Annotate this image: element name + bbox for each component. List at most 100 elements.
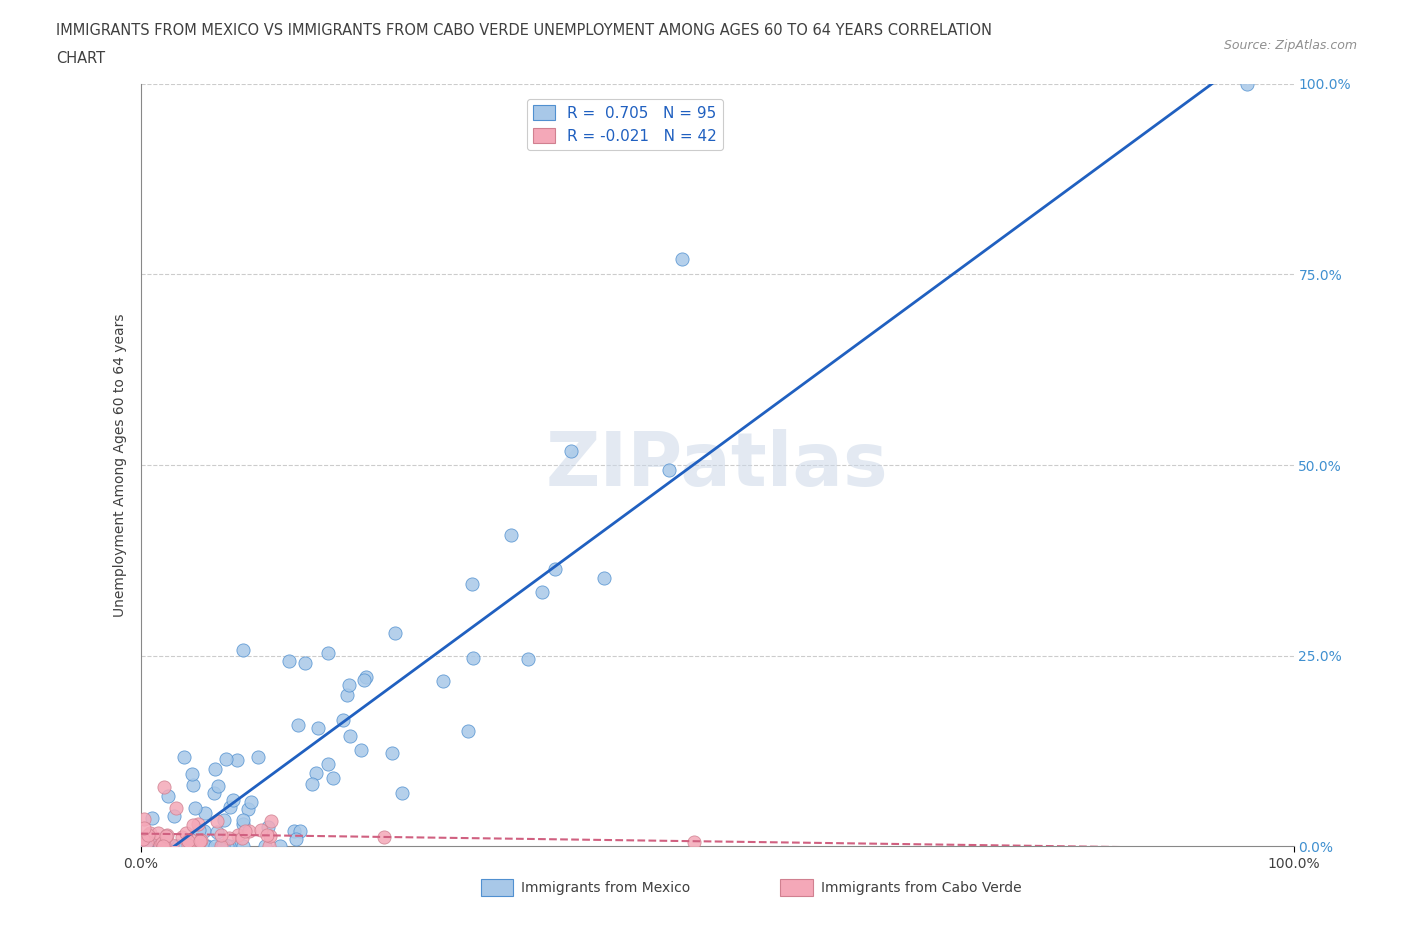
Point [135, 839, 157, 854]
Point [188, 833, 211, 848]
Point [461, 651, 484, 666]
Point [135, 839, 157, 854]
Point [461, 577, 484, 591]
Point [671, 252, 693, 267]
Point [232, 813, 254, 828]
Y-axis label: Unemployment Among Ages 60 to 64 years: Unemployment Among Ages 60 to 64 years [114, 313, 128, 617]
Point [187, 822, 209, 837]
Point [160, 838, 183, 853]
Point [316, 645, 339, 660]
Point [132, 820, 155, 835]
Point [163, 808, 186, 823]
Point [221, 792, 243, 807]
Point [207, 778, 229, 793]
Point [141, 810, 163, 825]
Point [250, 822, 273, 837]
Point [337, 678, 360, 693]
Point [150, 836, 173, 851]
Point [560, 444, 582, 458]
Point [202, 786, 225, 801]
Point [209, 839, 232, 854]
Point [236, 802, 259, 817]
Point [658, 463, 681, 478]
Point [194, 839, 217, 854]
Point [336, 687, 359, 702]
Point [187, 817, 209, 831]
Point [195, 839, 218, 854]
Point [155, 829, 177, 844]
Point [205, 824, 228, 839]
Point [143, 839, 166, 854]
Point [218, 839, 240, 854]
Point [215, 751, 238, 766]
Point [152, 838, 174, 853]
Point [232, 839, 254, 854]
Point [190, 833, 212, 848]
Point [219, 800, 242, 815]
Point [228, 828, 250, 843]
FancyBboxPatch shape [780, 879, 813, 896]
Point [516, 652, 538, 667]
Point [166, 839, 188, 854]
Point [162, 839, 184, 854]
Point [253, 839, 276, 854]
Point [238, 823, 260, 838]
Point [205, 814, 228, 829]
Point [194, 805, 217, 820]
Point [132, 811, 155, 826]
Point [239, 794, 262, 809]
Point [225, 752, 247, 767]
Point [307, 721, 329, 736]
Point [190, 839, 212, 854]
Point [180, 839, 202, 854]
Point [499, 527, 522, 542]
Point [149, 839, 172, 854]
Point [232, 643, 254, 658]
Point [211, 839, 233, 854]
Point [214, 839, 236, 854]
Point [260, 813, 283, 828]
Point [231, 830, 253, 845]
Point [181, 817, 204, 832]
Point [391, 785, 413, 800]
Point [225, 839, 247, 854]
Point [269, 839, 291, 854]
Point [165, 801, 187, 816]
Point [305, 765, 328, 780]
Point [339, 728, 361, 743]
Point [149, 838, 172, 853]
Point [247, 750, 270, 764]
Point [350, 742, 373, 757]
Point [353, 672, 375, 687]
Point [204, 839, 226, 854]
Point [354, 670, 377, 684]
Point [593, 571, 616, 586]
Point [217, 839, 239, 854]
Point [136, 839, 159, 854]
Point [174, 839, 197, 854]
Point [332, 713, 354, 728]
Text: Source: ZipAtlas.com: Source: ZipAtlas.com [1223, 39, 1357, 52]
Point [432, 673, 454, 688]
Text: Immigrants from Mexico: Immigrants from Mexico [522, 882, 690, 896]
Point [287, 717, 309, 732]
Point [204, 762, 226, 777]
Point [384, 626, 406, 641]
Point [156, 828, 179, 843]
Point [145, 831, 167, 846]
Point [166, 839, 188, 854]
Point [209, 828, 232, 843]
Legend: R =  0.705   N = 95, R = -0.021   N = 42: R = 0.705 N = 95, R = -0.021 N = 42 [527, 99, 723, 150]
Text: CHART: CHART [56, 51, 105, 66]
Point [259, 829, 281, 844]
Point [174, 825, 197, 840]
Point [530, 585, 553, 600]
Point [232, 817, 254, 831]
Point [139, 839, 162, 854]
Point [301, 777, 323, 792]
Point [233, 823, 256, 838]
Point [683, 835, 706, 850]
Point [132, 832, 155, 847]
Point [157, 789, 180, 804]
Point [457, 724, 479, 738]
